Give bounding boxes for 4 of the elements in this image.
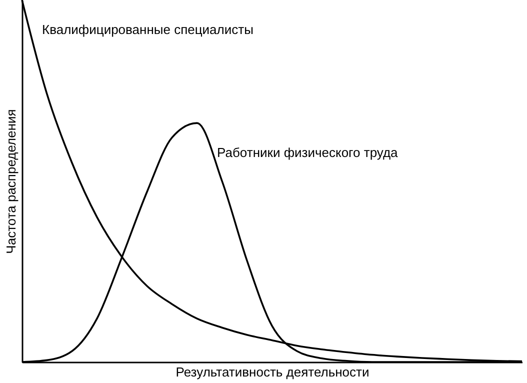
series-label: Квалифицированные специалисты — [42, 22, 254, 37]
x-axis-title: Результативность деятельности — [176, 364, 370, 380]
series-label: Работники физического труда — [217, 145, 399, 160]
y-axis-title: Частота распределения — [4, 109, 18, 254]
